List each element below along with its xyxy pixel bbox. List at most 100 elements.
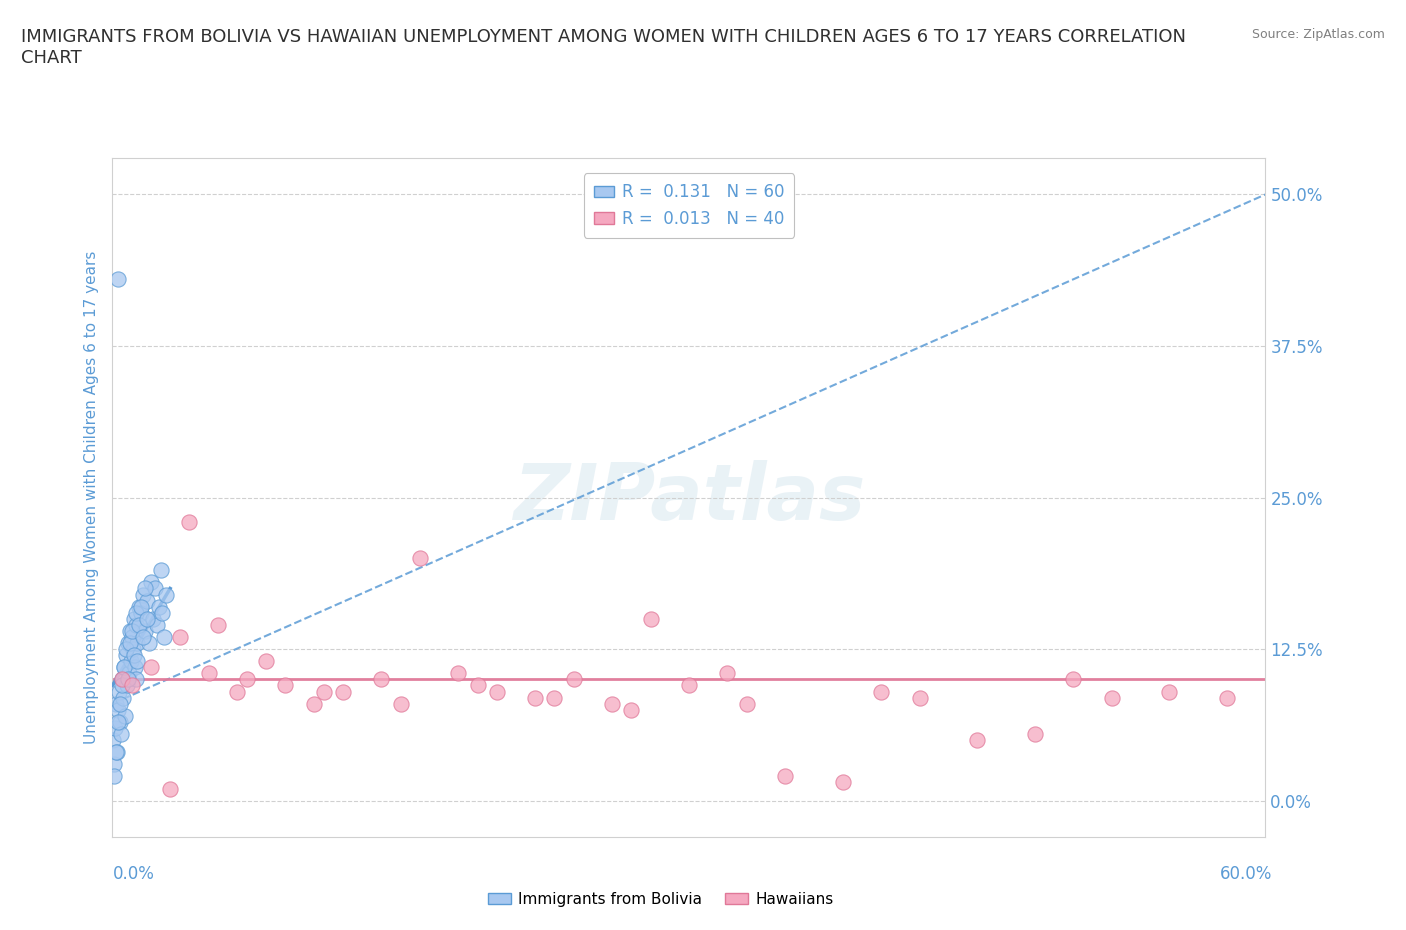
Y-axis label: Unemployment Among Women with Children Ages 6 to 17 years: Unemployment Among Women with Children A… bbox=[83, 251, 98, 744]
Point bbox=[142, 611, 165, 626]
Point bbox=[108, 714, 131, 729]
Point bbox=[118, 623, 141, 638]
Point bbox=[620, 702, 643, 717]
Point bbox=[447, 666, 470, 681]
Point bbox=[134, 623, 156, 638]
Point bbox=[640, 611, 662, 626]
Point bbox=[831, 775, 853, 790]
Point bbox=[127, 654, 149, 669]
Point bbox=[136, 593, 159, 608]
Point bbox=[304, 697, 326, 711]
Point bbox=[108, 697, 131, 711]
Point bbox=[124, 660, 146, 675]
Text: 60.0%: 60.0% bbox=[1220, 865, 1272, 883]
Text: IMMIGRANTS FROM BOLIVIA VS HAWAIIAN UNEMPLOYMENT AMONG WOMEN WITH CHILDREN AGES : IMMIGRANTS FROM BOLIVIA VS HAWAIIAN UNEM… bbox=[21, 28, 1187, 67]
Point bbox=[155, 587, 177, 602]
Point bbox=[773, 769, 796, 784]
Point bbox=[125, 672, 148, 687]
Point bbox=[1216, 690, 1239, 705]
Point bbox=[134, 581, 156, 596]
Point bbox=[111, 672, 134, 687]
Point bbox=[148, 599, 170, 614]
Point bbox=[124, 618, 146, 632]
Point bbox=[312, 684, 335, 699]
Point bbox=[139, 575, 162, 590]
Point bbox=[108, 684, 131, 699]
Point bbox=[107, 272, 129, 286]
Point bbox=[966, 733, 988, 748]
Point bbox=[332, 684, 354, 699]
Point bbox=[118, 666, 141, 681]
Point bbox=[153, 630, 176, 644]
Point bbox=[169, 630, 191, 644]
Point bbox=[467, 678, 489, 693]
Point bbox=[678, 678, 700, 693]
Point bbox=[908, 690, 931, 705]
Point bbox=[179, 514, 201, 529]
Point bbox=[114, 709, 136, 724]
Legend: R =  0.131   N = 60, R =  0.013   N = 40: R = 0.131 N = 60, R = 0.013 N = 40 bbox=[583, 173, 794, 237]
Point bbox=[543, 690, 565, 705]
Point bbox=[121, 623, 143, 638]
Point bbox=[1062, 672, 1084, 687]
Point bbox=[104, 721, 127, 736]
Point bbox=[107, 714, 129, 729]
Point bbox=[145, 618, 167, 632]
Point bbox=[207, 618, 229, 632]
Point bbox=[115, 678, 138, 693]
Point bbox=[389, 697, 412, 711]
Point bbox=[110, 726, 132, 741]
Point bbox=[149, 563, 172, 578]
Legend: Immigrants from Bolivia, Hawaiians: Immigrants from Bolivia, Hawaiians bbox=[482, 886, 839, 913]
Point bbox=[103, 733, 125, 748]
Point bbox=[118, 635, 141, 650]
Point bbox=[107, 702, 129, 717]
Point bbox=[103, 769, 125, 784]
Point bbox=[197, 666, 219, 681]
Point bbox=[112, 660, 135, 675]
Point bbox=[138, 635, 160, 650]
Point bbox=[485, 684, 508, 699]
Point bbox=[128, 599, 150, 614]
Point bbox=[716, 666, 738, 681]
Point bbox=[152, 605, 174, 620]
Point bbox=[121, 630, 143, 644]
Text: 0.0%: 0.0% bbox=[112, 865, 155, 883]
Point bbox=[117, 635, 139, 650]
Point bbox=[524, 690, 547, 705]
Point bbox=[1159, 684, 1181, 699]
Point bbox=[132, 630, 155, 644]
Point bbox=[159, 781, 181, 796]
Point bbox=[120, 654, 142, 669]
Point bbox=[870, 684, 893, 699]
Point bbox=[111, 678, 134, 693]
Point bbox=[129, 599, 153, 614]
Point bbox=[1101, 690, 1123, 705]
Point bbox=[236, 672, 259, 687]
Point bbox=[105, 745, 128, 760]
Point bbox=[122, 647, 145, 662]
Point bbox=[143, 581, 166, 596]
Point bbox=[117, 672, 139, 687]
Point bbox=[105, 697, 128, 711]
Text: Source: ZipAtlas.com: Source: ZipAtlas.com bbox=[1251, 28, 1385, 41]
Point bbox=[129, 605, 153, 620]
Point bbox=[115, 647, 138, 662]
Text: ZIPatlas: ZIPatlas bbox=[513, 459, 865, 536]
Point bbox=[136, 611, 159, 626]
Point bbox=[1024, 726, 1046, 741]
Point bbox=[112, 690, 135, 705]
Point bbox=[409, 551, 432, 565]
Point bbox=[132, 587, 155, 602]
Point bbox=[121, 642, 143, 657]
Point bbox=[562, 672, 585, 687]
Point bbox=[112, 660, 135, 675]
Point bbox=[735, 697, 758, 711]
Point bbox=[370, 672, 392, 687]
Point bbox=[274, 678, 297, 693]
Point bbox=[127, 635, 149, 650]
Point bbox=[128, 618, 150, 632]
Point bbox=[124, 605, 146, 620]
Point bbox=[122, 611, 145, 626]
Point bbox=[226, 684, 249, 699]
